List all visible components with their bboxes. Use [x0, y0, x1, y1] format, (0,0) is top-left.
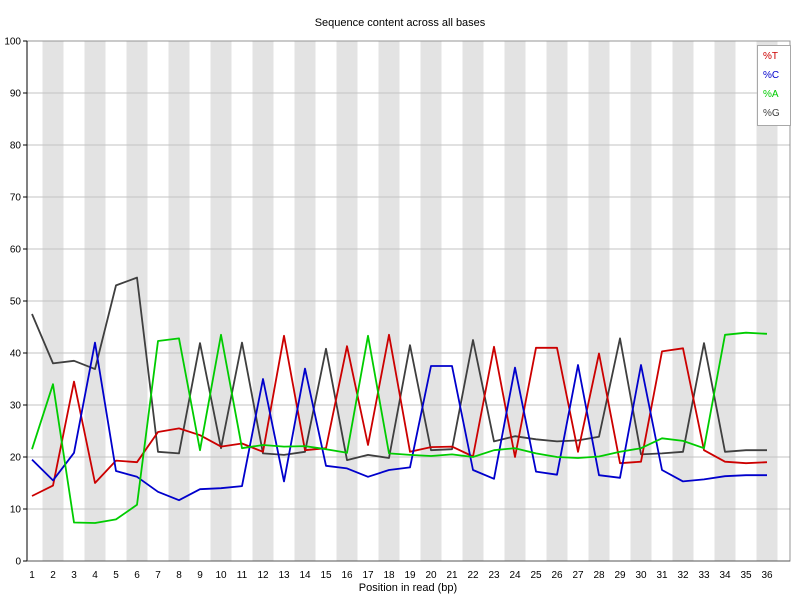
y-tick-label: 20	[10, 453, 22, 464]
y-tick-label: 100	[4, 37, 21, 48]
x-tick-label: 16	[341, 570, 353, 581]
x-tick-label: 15	[320, 570, 332, 581]
x-tick-label: 3	[71, 570, 77, 581]
x-tick-label: 36	[761, 570, 773, 581]
chart-title: Sequence content across all bases	[314, 17, 486, 29]
x-tick-label: 35	[740, 570, 752, 581]
series-line-C	[31, 341, 767, 502]
legend: %T %C %A %G	[757, 45, 791, 126]
x-tick-label: 10	[215, 570, 227, 581]
x-tick-label: 34	[719, 570, 731, 581]
series-line-A	[31, 331, 768, 524]
legend-item-T: %T	[763, 51, 778, 62]
y-tick-label: 40	[10, 349, 22, 360]
x-tick-label: 12	[257, 570, 269, 581]
y-tick-label: 10	[10, 505, 22, 516]
x-tick-label: 30	[635, 570, 647, 581]
x-tick-label: 7	[155, 570, 161, 581]
x-tick-label: 1	[29, 570, 35, 581]
x-tick-label: 18	[383, 570, 395, 581]
x-tick-label: 11	[237, 570, 248, 581]
legend-item-G: %G	[763, 108, 780, 119]
legend-item-A: %A	[763, 89, 779, 100]
series-line-G	[31, 276, 767, 462]
x-tick-label: 19	[404, 570, 416, 581]
x-tick-label: 33	[698, 570, 710, 581]
x-tick-label: 20	[425, 570, 437, 581]
x-tick-label: 4	[92, 570, 98, 581]
x-tick-label: 26	[551, 570, 563, 581]
x-tick-label: 14	[299, 570, 311, 581]
y-tick-label: 0	[15, 557, 21, 568]
x-tick-label: 32	[677, 570, 689, 581]
y-tick-label: 50	[10, 297, 22, 308]
x-tick-label: 8	[176, 570, 182, 581]
y-tick-label: 80	[10, 141, 22, 152]
x-tick-label: 21	[446, 570, 458, 581]
x-tick-label: 31	[656, 570, 668, 581]
series-line-T	[31, 333, 768, 497]
x-tick-label: 23	[488, 570, 500, 581]
y-tick-label: 30	[10, 401, 22, 412]
x-axis-label: Position in read (bp)	[358, 582, 458, 594]
y-tick-label: 90	[10, 89, 22, 100]
y-tick-label: 60	[10, 245, 22, 256]
x-tick-label: 13	[278, 570, 290, 581]
x-tick-label: 2	[50, 570, 56, 581]
x-tick-label: 24	[509, 570, 521, 581]
legend-item-C: %C	[763, 70, 780, 81]
x-tick-label: 28	[593, 570, 605, 581]
x-tick-label: 5	[113, 570, 119, 581]
x-tick-label: 6	[134, 570, 140, 581]
x-tick-label: 25	[530, 570, 542, 581]
x-tick-label: 9	[197, 570, 203, 581]
x-tick-label: 22	[467, 570, 479, 581]
x-tick-label: 27	[572, 570, 584, 581]
y-tick-label: 70	[10, 193, 22, 204]
x-tick-label: 17	[362, 570, 374, 581]
x-tick-label: 29	[614, 570, 626, 581]
